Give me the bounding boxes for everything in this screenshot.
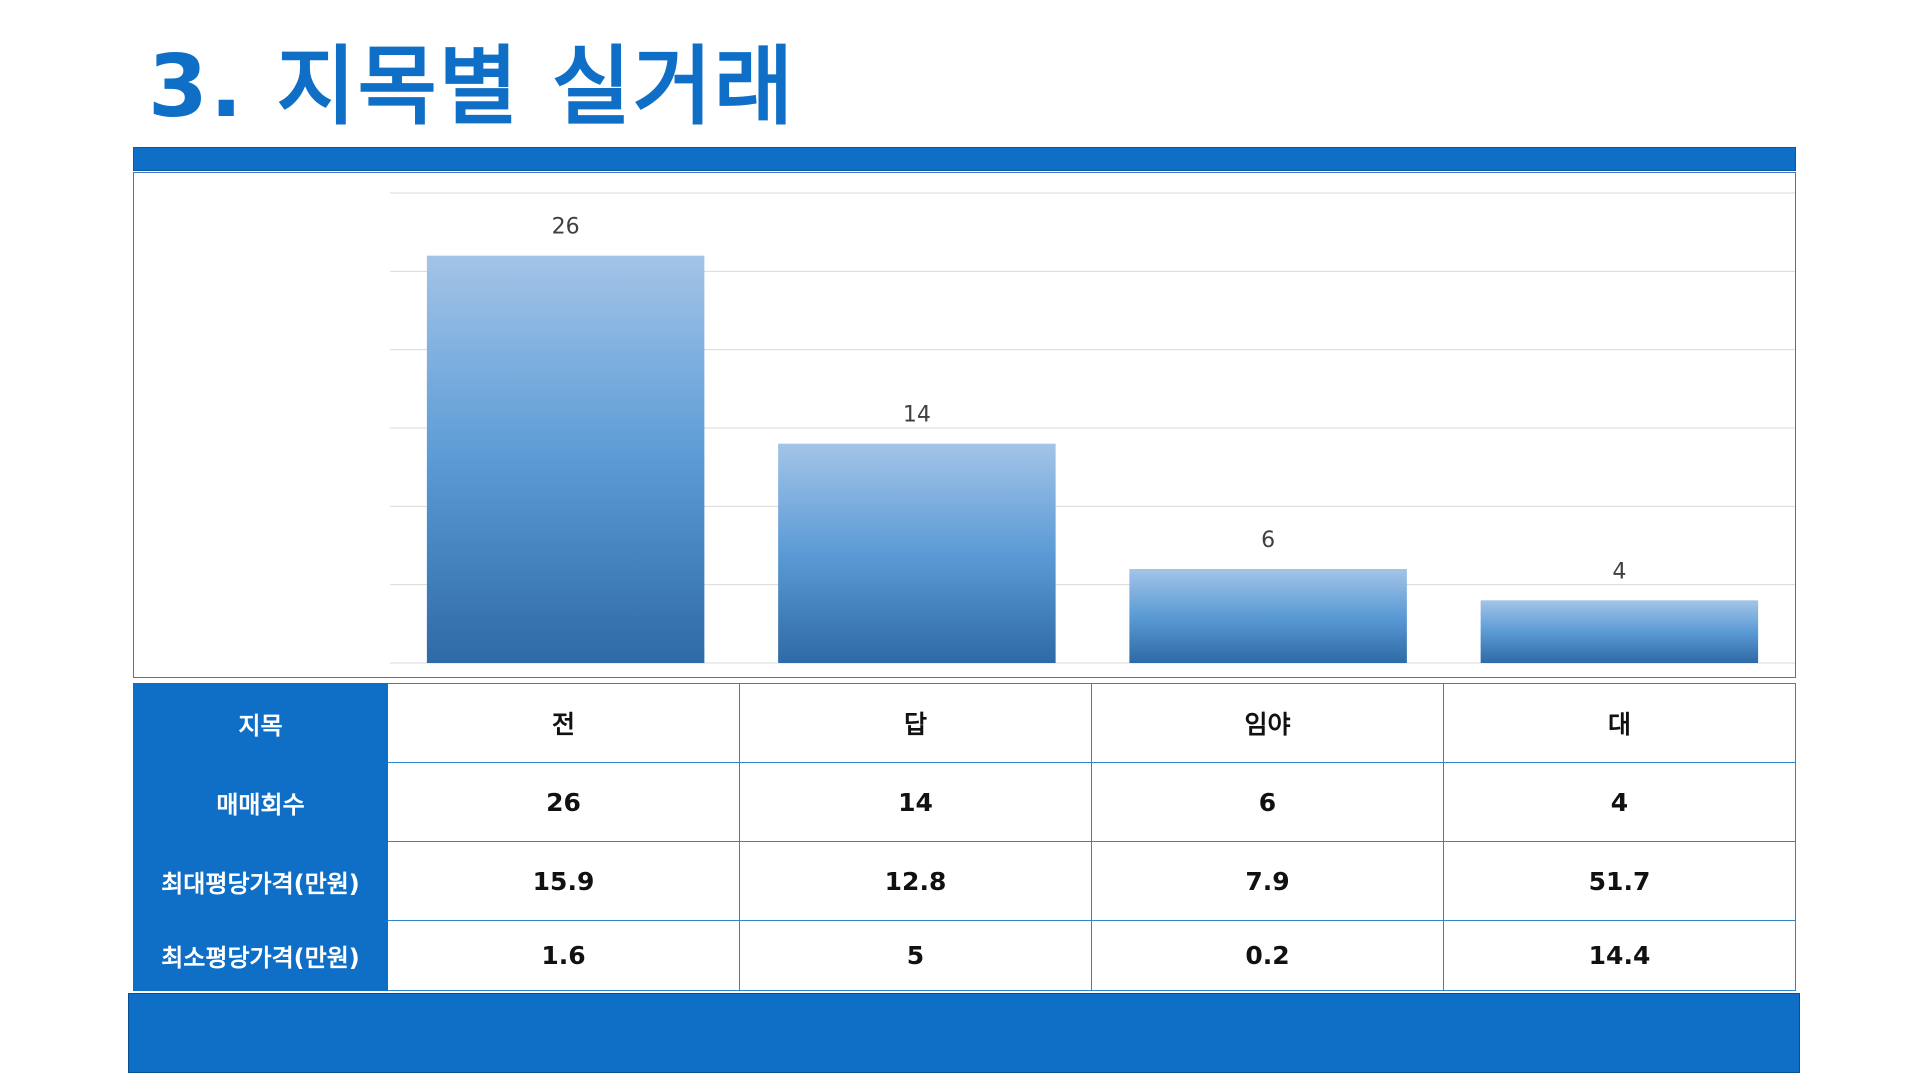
table-cell: 12.8 [739, 841, 1092, 921]
table-row-min-price: 최소평당가격(만원) 1.6 5 0.2 14.4 [133, 920, 1796, 991]
bar-임야 [1129, 569, 1407, 663]
table-cell: 26 [387, 762, 740, 842]
table-cell: 51.7 [1443, 841, 1796, 921]
table-cell: 14 [739, 762, 1092, 842]
table-cell: 15.9 [387, 841, 740, 921]
land-category-table: 지목 전 답 임야 대 매매회수 26 14 6 4 최대평당가격(만원) 15… [133, 683, 1796, 991]
table-row-trade-count: 매매회수 26 14 6 4 [133, 762, 1796, 842]
row-header: 지목 [133, 683, 388, 763]
data-label: 26 [552, 215, 580, 240]
chart-data-labels: 26 14 6 4 [552, 215, 1627, 585]
row-header: 최소평당가격(만원) [133, 920, 388, 991]
bar-chart: 26 14 6 4 [133, 172, 1796, 678]
row-header: 최대평당가격(만원) [133, 841, 388, 921]
data-label: 6 [1261, 528, 1275, 553]
footer-bar [128, 993, 1800, 1073]
table-cell: 전 [387, 683, 740, 763]
data-label: 14 [903, 403, 931, 428]
table-row-max-price: 최대평당가격(만원) 15.9 12.8 7.9 51.7 [133, 841, 1796, 921]
bar-전 [426, 255, 705, 663]
chart-bars [426, 255, 1759, 663]
data-label: 4 [1612, 559, 1626, 584]
table-row-category: 지목 전 답 임야 대 [133, 683, 1796, 763]
table-cell: 대 [1443, 683, 1796, 763]
bar-대 [1480, 600, 1759, 663]
table-cell: 14.4 [1443, 920, 1796, 991]
table-cell: 6 [1091, 762, 1444, 842]
table-cell: 1.6 [387, 920, 740, 991]
table-cell: 0.2 [1091, 920, 1444, 991]
row-header: 매매회수 [133, 762, 388, 842]
table-cell: 임야 [1091, 683, 1444, 763]
table-cell: 4 [1443, 762, 1796, 842]
bar-답 [778, 443, 1056, 663]
table-cell: 답 [739, 683, 1092, 763]
title-underline-bar [133, 147, 1796, 171]
table-cell: 5 [739, 920, 1092, 991]
table-cell: 7.9 [1091, 841, 1444, 921]
bar-chart-canvas: 26 14 6 4 [390, 192, 1795, 664]
page-title: 3. 지목별 실거래 [148, 37, 796, 137]
